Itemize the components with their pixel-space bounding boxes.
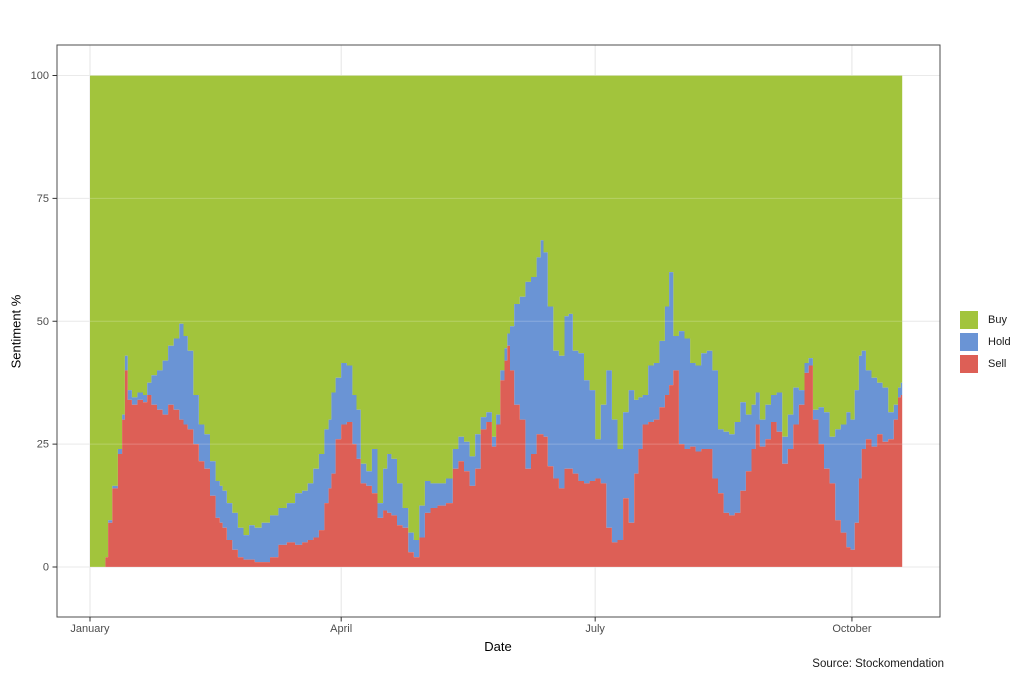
- legend-item-sell: Sell: [960, 355, 1011, 373]
- y-tick-label: 50: [37, 316, 49, 328]
- x-tick-label: July: [585, 623, 605, 635]
- legend-item-buy: Buy: [960, 311, 1011, 329]
- buy-area: [90, 75, 903, 567]
- legend-label-buy: Buy: [988, 314, 1007, 326]
- legend-label-sell: Sell: [988, 358, 1007, 370]
- y-tick-label: 25: [37, 439, 49, 451]
- x-tick-label: October: [832, 623, 871, 635]
- sell-area: [90, 345, 903, 567]
- x-tick-label: January: [70, 623, 110, 635]
- x-axis-title: Date: [484, 639, 512, 654]
- legend-item-hold: Hold: [960, 333, 1011, 351]
- source-credit: Source: Stockomendation: [812, 658, 944, 670]
- buy-color-swatch: [960, 311, 978, 329]
- legend: Buy Hold Sell: [960, 311, 1011, 377]
- sell-color-swatch: [960, 355, 978, 373]
- hold-color-swatch: [960, 333, 978, 351]
- y-tick-label: 100: [31, 70, 49, 82]
- x-tick-label: April: [330, 623, 352, 635]
- y-tick-label: 75: [37, 193, 49, 205]
- legend-label-hold: Hold: [988, 336, 1011, 348]
- y-axis-title: Sentiment %: [8, 294, 24, 369]
- y-tick-label: 0: [43, 562, 49, 574]
